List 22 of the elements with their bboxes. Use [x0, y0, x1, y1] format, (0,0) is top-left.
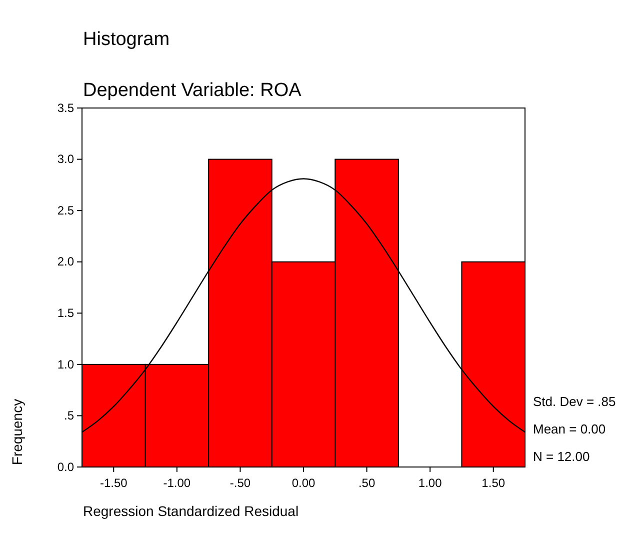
- x-tick-label: 1.00: [418, 476, 442, 490]
- y-tick-label: 3.5: [57, 100, 74, 115]
- y-tick-label: 1.5: [57, 306, 74, 320]
- y-tick-label: 2.0: [57, 254, 74, 269]
- y-tick-label: .5: [64, 408, 74, 423]
- text: Mean = 0.00: [533, 422, 606, 436]
- y-tick-label: 1.0: [57, 357, 74, 372]
- x-tick-label: -1.00: [163, 476, 191, 490]
- x-tick-label: -.50: [230, 476, 251, 490]
- x-tick-label: -1.50: [100, 476, 128, 490]
- text: Std. Dev = .85: [533, 394, 616, 409]
- x-tick-label: 1.50: [482, 476, 506, 490]
- x-axis-title: Regression Standardized Residual: [83, 503, 299, 519]
- chart-title: Histogram: [83, 29, 170, 50]
- y-tick-label: 3.0: [57, 152, 74, 166]
- chart-subtitle: Dependent Variable: ROA: [83, 80, 302, 101]
- x-tick-label: .50: [358, 476, 376, 490]
- text: N = 12.00: [533, 449, 590, 464]
- y-tick-label: 2.5: [57, 203, 74, 218]
- y-tick-label: 0.0: [57, 460, 74, 474]
- x-tick-label: 0.00: [292, 476, 316, 490]
- y-axis-title: Frequency: [9, 398, 25, 466]
